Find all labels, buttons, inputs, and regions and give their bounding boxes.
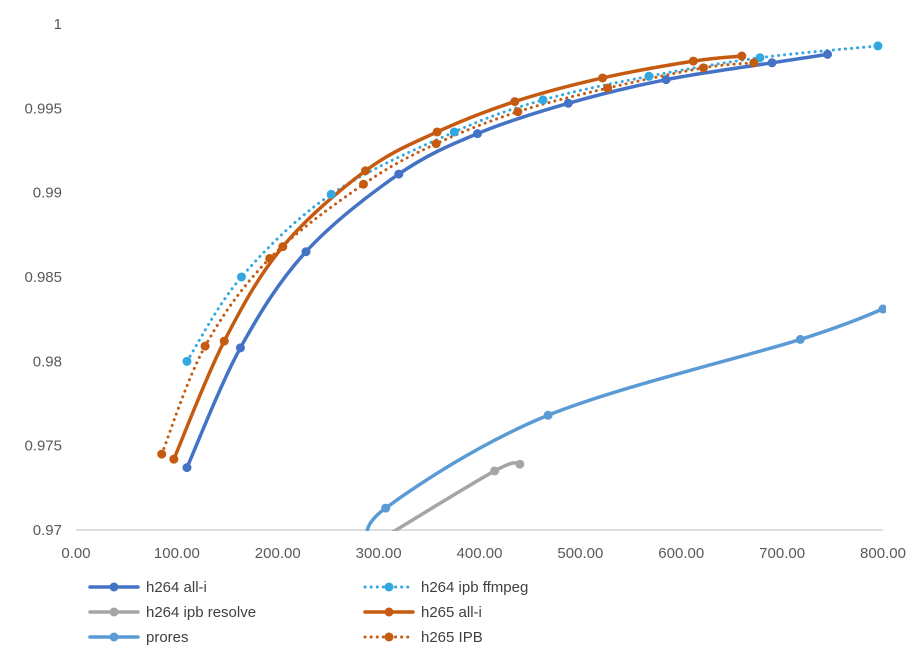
data-point-h265-ipb	[358, 179, 368, 189]
data-point-h265-ipb	[513, 107, 523, 117]
data-point-h265-ipb	[157, 449, 167, 459]
x-tick-label: 400.00	[457, 545, 503, 562]
data-point-h264-all-i	[394, 169, 404, 179]
data-point-h264-ipb-ffmpeg	[236, 272, 246, 282]
x-tick-label: 200.00	[255, 545, 301, 562]
x-tick-label: 500.00	[557, 545, 603, 562]
data-point-prores	[543, 410, 553, 420]
data-point-h264-ipb-resolve	[515, 459, 525, 469]
data-point-h264-ipb-ffmpeg	[326, 189, 336, 199]
data-point-h264-ipb-ffmpeg	[182, 356, 192, 366]
legend-marker-prores	[109, 632, 119, 642]
x-tick-label: 0.00	[61, 545, 90, 562]
data-point-h265-ipb	[431, 139, 441, 149]
y-tick-label: 0.995	[24, 100, 62, 117]
data-point-prores	[878, 304, 886, 314]
data-point-h264-all-i	[563, 98, 573, 108]
data-point-h265-all-i	[598, 73, 608, 83]
legend-marker-h264-ipb-ffmpeg	[384, 582, 394, 592]
legend-marker-h265-ipb	[384, 632, 394, 642]
data-point-h265-all-i	[219, 336, 229, 346]
legend-marker-h265-all-i	[384, 607, 394, 617]
series-line-h265-ipb	[160, 61, 756, 456]
y-tick-label: 0.97	[33, 522, 62, 539]
data-point-h264-all-i	[235, 343, 245, 353]
legend-label-h264-all-i: h264 all-i	[146, 579, 207, 596]
series-line-prores	[365, 307, 885, 531]
data-point-h265-ipb	[698, 63, 708, 73]
legend-label-h265-all-i: h265 all-i	[421, 604, 482, 621]
y-tick-label: 0.975	[24, 438, 62, 455]
data-point-h264-ipb-ffmpeg	[755, 53, 765, 63]
data-point-h265-ipb	[749, 58, 759, 68]
data-point-h265-all-i	[510, 97, 520, 107]
data-point-h264-all-i	[301, 247, 311, 257]
x-tick-label: 700.00	[759, 545, 805, 562]
legend-label-h264-ipb-resolve: h264 ipb resolve	[146, 604, 256, 621]
y-tick-label: 0.98	[33, 353, 62, 370]
data-point-h264-ipb-ffmpeg	[538, 95, 548, 105]
legend-marker-h264-all-i	[109, 582, 119, 592]
x-tick-label: 800.00	[860, 545, 906, 562]
legend-label-prores: prores	[146, 629, 189, 646]
data-point-h264-ipb-ffmpeg	[873, 41, 883, 51]
data-point-h265-ipb	[603, 83, 613, 93]
data-point-prores	[795, 334, 805, 344]
data-point-h264-ipb-resolve	[490, 466, 500, 476]
series-line-h265-all-i	[172, 54, 744, 461]
series-line-h264-ipb-ffmpeg	[185, 44, 880, 363]
data-point-h265-ipb	[200, 341, 210, 351]
data-point-h265-all-i	[361, 166, 371, 176]
y-tick-label: 1	[54, 16, 62, 33]
data-point-h264-ipb-ffmpeg	[644, 71, 654, 81]
x-tick-label: 600.00	[658, 545, 704, 562]
data-point-h264-all-i	[661, 75, 671, 85]
y-tick-label: 0.985	[24, 269, 62, 286]
x-tick-label: 100.00	[154, 545, 200, 562]
data-point-h265-all-i	[278, 242, 288, 252]
legend-label-h265-ipb: h265 IPB	[421, 629, 483, 646]
data-point-h265-ipb	[265, 253, 275, 263]
data-point-prores	[381, 503, 391, 513]
data-point-h264-ipb-ffmpeg	[449, 127, 459, 137]
data-point-h264-all-i	[823, 49, 833, 59]
data-point-h264-all-i	[472, 129, 482, 139]
data-point-h264-all-i	[767, 58, 777, 68]
data-point-h265-all-i	[688, 56, 698, 66]
data-point-h265-all-i	[432, 127, 442, 137]
y-tick-label: 0.99	[33, 185, 62, 202]
legend-marker-h264-ipb-resolve	[109, 607, 119, 617]
legend: h264 all-i h264 ipb ffmpeg h264 ipb resolv…	[88, 579, 528, 646]
data-point-h265-all-i	[169, 454, 179, 464]
x-tick-label: 300.00	[356, 545, 402, 562]
data-point-h265-all-i	[737, 51, 747, 61]
data-point-h264-all-i	[182, 463, 192, 473]
legend-label-h264-ipb-ffmpeg: h264 ipb ffmpeg	[421, 579, 528, 596]
series-line-h264-all-i	[185, 52, 830, 470]
